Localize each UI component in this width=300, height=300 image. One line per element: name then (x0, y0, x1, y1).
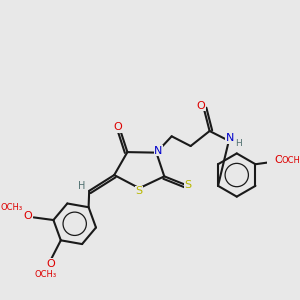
Text: O: O (274, 155, 283, 165)
Text: OCH₃: OCH₃ (35, 270, 57, 279)
Text: O: O (113, 122, 122, 132)
Text: OCH₃: OCH₃ (0, 203, 22, 212)
Text: O: O (23, 211, 32, 221)
Text: S: S (184, 180, 192, 190)
Text: N: N (226, 133, 234, 143)
Text: O: O (46, 259, 55, 269)
Text: H: H (78, 181, 85, 190)
Text: OCH₃: OCH₃ (282, 156, 300, 165)
Text: H: H (236, 140, 242, 148)
Text: O: O (197, 101, 206, 111)
Text: S: S (136, 186, 143, 197)
Text: N: N (154, 146, 163, 155)
